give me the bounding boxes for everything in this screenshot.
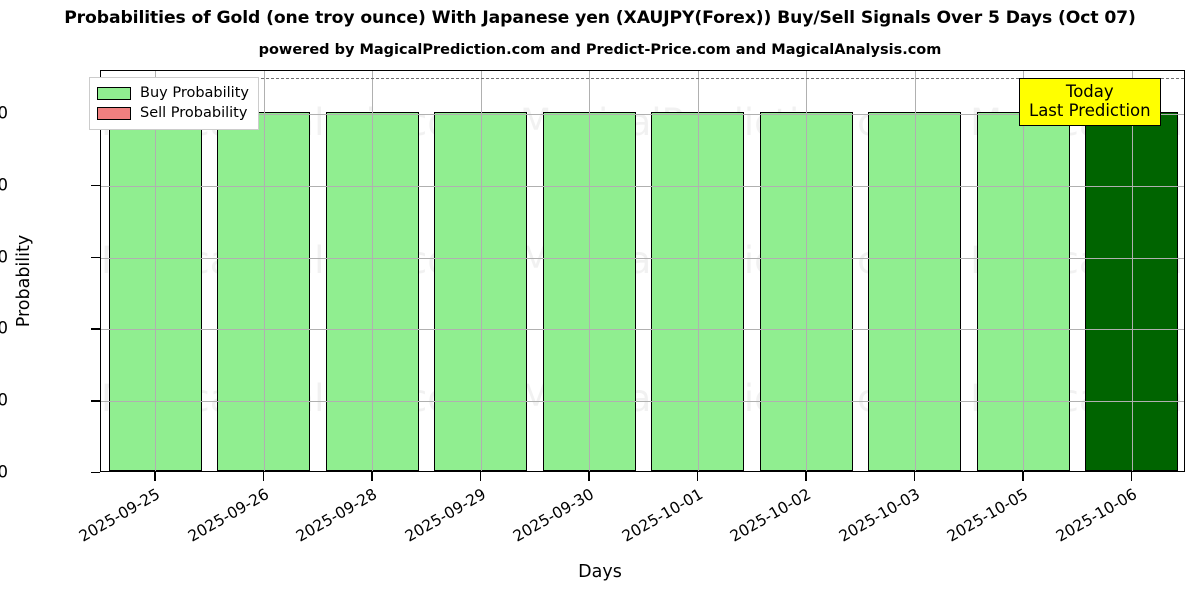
x-axis-tick-label: 2025-09-28 [293,485,381,546]
y-axis-tick-label: 60 [0,247,8,267]
today-annotation-line-2: Last Prediction [1029,101,1151,121]
x-axis-tick-mark [1022,472,1024,481]
reference-dashed-line [101,78,1184,80]
x-axis-tick-label: 2025-10-03 [835,485,923,546]
y-axis-tick-mark [91,400,100,402]
gridline-vertical [589,71,591,471]
bar[interactable] [651,112,745,471]
legend-item[interactable]: Sell Probability [97,103,249,123]
y-axis-tick-label: 0 [0,462,8,482]
y-axis-tick-mark [91,256,100,258]
legend-item-label: Buy Probability [140,85,249,101]
legend-item-label: Sell Probability [140,105,248,121]
x-axis-tick-mark [805,472,807,481]
bars-layer [101,71,1184,471]
x-axis-tick-label: 2025-10-02 [727,485,815,546]
x-axis-tick-mark [371,472,373,481]
gridline-vertical [806,71,808,471]
gridline-vertical [372,71,374,471]
gridline-vertical [155,71,157,471]
y-axis-tick-mark [91,472,100,474]
x-axis-tick-label: 2025-10-05 [944,485,1032,546]
y-axis-label: Probability [14,234,34,328]
x-axis-tick-mark [154,472,156,481]
bar[interactable] [108,112,202,471]
today-annotation: Today Last Prediction [1019,78,1161,127]
y-axis-tick-label: 100 [0,103,8,123]
x-axis-tick-mark [913,472,916,481]
gridline-vertical [914,71,916,471]
gridline-horizontal [101,114,1184,116]
x-axis-tick-label: 2025-10-06 [1052,485,1140,546]
gridline-vertical [1023,71,1025,471]
gridline-horizontal [101,257,1184,259]
bar[interactable] [434,112,528,471]
gridline-horizontal [101,401,1184,403]
legend-swatch-icon [97,106,131,120]
bar[interactable] [759,112,853,471]
gridline-vertical [263,71,265,471]
x-axis-tick-mark [696,472,699,481]
y-axis-tick-label: 20 [0,390,8,410]
legend-swatch-icon [97,86,131,100]
gridline-vertical [480,71,482,471]
y-axis-tick-mark [91,184,100,187]
gridline-vertical [697,71,699,471]
x-axis-tick-mark [588,472,590,481]
x-axis-tick-label: 2025-09-29 [401,485,489,546]
plot-area: MagicalAnalysis.comMagicalPrediction.com… [100,70,1185,472]
x-axis-tick-mark [1130,472,1133,481]
bar[interactable] [325,112,419,471]
gridline-horizontal [101,185,1184,187]
bar[interactable] [217,112,311,471]
x-axis-tick-label: 2025-09-25 [76,485,164,546]
bar[interactable] [868,112,962,471]
x-axis-tick-label: 2025-09-26 [184,485,272,546]
chart-subtitle: powered by MagicalPrediction.com and Pre… [258,42,942,58]
y-axis-tick-label: 40 [0,318,8,338]
y-axis-tick-mark [91,328,100,330]
today-annotation-line-1: Today [1065,82,1114,101]
y-axis-tick-label: 80 [0,175,8,195]
x-axis-tick-mark [262,472,265,481]
x-axis-label: Days [578,562,622,582]
bar[interactable] [542,112,636,471]
legend[interactable]: Buy Probability Sell Probability [89,77,259,130]
x-axis-tick-label: 2025-10-01 [618,485,706,546]
legend-item[interactable]: Buy Probability [97,83,249,103]
x-axis-tick-mark [479,472,482,481]
gridline-horizontal [101,329,1184,331]
x-axis-tick-label: 2025-09-30 [510,485,598,546]
page-title: Probabilities of Gold (one troy ounce) W… [64,8,1136,28]
gridline-vertical [1131,71,1133,471]
